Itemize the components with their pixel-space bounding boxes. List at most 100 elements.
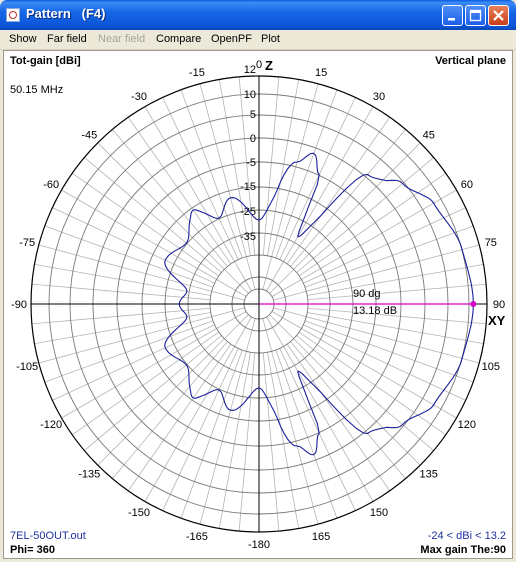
angle-tick-label: -105 [16,361,38,373]
grid-spoke [38,307,245,364]
grid-spoke [275,349,338,519]
angle-tick-label: 105 [482,361,500,373]
grid-spoke [303,207,466,284]
grid-spoke [238,76,256,256]
grid-spoke [298,331,446,436]
grid-spoke [97,142,249,294]
angle-tick-label: -135 [78,469,100,481]
grid-spoke [262,318,319,525]
grid-spoke [61,311,247,419]
pattern-plot-area[interactable]: Tot-gain [dBi] Vertical plane 50.15 MHz … [3,50,513,559]
menu-compare[interactable]: Compare [156,33,202,45]
minimize-button[interactable] [442,5,463,26]
frequency-label: 50.15 MHz [10,84,64,96]
ring-tick-label: 12 [244,64,256,76]
file-name-label: 7EL-50OUT.out [10,530,86,542]
grid-spoke [144,106,252,292]
max-gain-marker-dot [470,301,477,307]
grid-spoke [279,97,356,260]
marker-angle-label: 90 dg [353,288,381,300]
max-gain-label: Max gain The:90 [420,544,506,556]
grid-spoke [271,189,457,297]
grid-spoke [307,264,484,296]
grid-spoke [44,320,214,383]
ring-tick-label: -5 [246,157,256,169]
grid-spoke [72,331,220,436]
grid-spoke [304,225,474,288]
grid-spoke [34,312,211,344]
grid-spoke [290,129,406,267]
title-bar[interactable]: Pattern (F4) [0,0,516,30]
grid-spoke [180,349,243,519]
grid-spoke [84,335,222,451]
grid-spoke [303,324,466,401]
angle-tick-label: 150 [370,507,388,519]
angle-tick-label: 45 [423,129,435,141]
grid-spoke [266,106,374,292]
menu-show[interactable]: Show [9,33,37,45]
angle-tick-label: 120 [458,419,476,431]
grid-spoke [307,283,487,301]
close-button[interactable] [488,5,509,26]
grid-spoke [31,307,211,325]
minimize-icon [448,18,455,21]
grid-spoke [273,244,480,301]
angle-tick-label: 30 [373,91,385,103]
grid-spoke [219,79,251,256]
angle-tick-label: -150 [128,507,150,519]
grid-spoke [296,157,434,273]
angle-tick-label: -15 [189,67,205,79]
phi-label: Phi= 360 [10,544,55,556]
xy-axis-label: XY [488,313,506,328]
angle-tick-label: 135 [420,469,438,481]
grid-spoke [266,316,374,502]
plane-heading: Vertical plane [435,55,506,67]
grid-spoke [273,307,480,364]
grid-spoke [290,341,406,479]
grid-spoke [162,348,239,511]
menu-near-field[interactable]: Near field [98,33,146,45]
ring-tick-label: 10 [244,89,256,101]
grid-spoke [296,335,434,451]
grid-spoke [267,352,299,529]
grid-spoke [307,307,487,325]
angle-tick-label: 75 [485,237,497,249]
grid-spoke [275,89,338,259]
maximize-button[interactable] [465,5,486,26]
grid-spoke [262,76,280,256]
angle-tick-label: -45 [81,129,97,141]
app-icon[interactable] [6,8,20,22]
window-title: Pattern (F4) [26,6,106,21]
grid-spoke [127,117,232,265]
grid-spoke [34,264,211,296]
grid-spoke [279,348,356,511]
grid-spoke [304,320,474,383]
grid-spoke [199,318,256,525]
grid-spoke [271,311,457,419]
grid-spoke [127,343,232,491]
ring-tick-label: 0 [250,133,256,145]
marker-gain-label: 13.18 dB [353,305,397,317]
scale-info-label: -24 < dBi < 13.2 [427,530,506,542]
grid-spoke [112,129,228,267]
grid-spoke [52,324,215,401]
menu-openpf[interactable]: OpenPF [211,33,252,45]
label-layer: 0153045607590105120135150165-180-165-150… [11,59,505,551]
menu-bar: Show Far field Near field Compare OpenPF… [0,30,516,50]
grid-spoke [31,283,211,301]
grid-spoke [298,172,446,277]
ring-tick-label: 5 [250,109,256,121]
menu-plot[interactable]: Plot [261,33,280,45]
grid-spoke [84,157,222,273]
angle-tick-label: 60 [461,179,473,191]
gain-heading: Tot-gain [dBi] [10,55,81,67]
angle-tick-label: 15 [315,67,327,79]
grid-spoke [61,189,247,297]
menu-far-field[interactable]: Far field [47,33,87,45]
angle-tick-label: 165 [312,531,330,543]
grid-spoke [238,352,256,532]
angle-tick-label: -75 [19,237,35,249]
angle-tick-label: -90 [11,299,27,311]
grid-spoke [144,316,252,502]
grid-spoke [267,79,299,256]
